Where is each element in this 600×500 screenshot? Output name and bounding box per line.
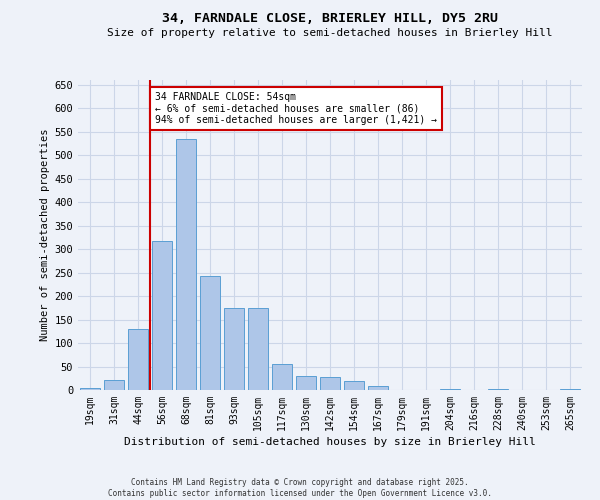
- Bar: [80, 388, 100, 390]
- Bar: [560, 388, 580, 390]
- Bar: [368, 386, 388, 390]
- Bar: [488, 389, 508, 390]
- Bar: [272, 364, 292, 390]
- Bar: [200, 276, 220, 390]
- Bar: [104, 380, 124, 390]
- Bar: [296, 376, 316, 390]
- Bar: [152, 240, 172, 390]
- Y-axis label: Number of semi-detached properties: Number of semi-detached properties: [40, 128, 50, 341]
- Bar: [224, 308, 244, 390]
- Text: 34, FARNDALE CLOSE, BRIERLEY HILL, DY5 2RU: 34, FARNDALE CLOSE, BRIERLEY HILL, DY5 2…: [162, 12, 498, 26]
- Text: 34 FARNDALE CLOSE: 54sqm
← 6% of semi-detached houses are smaller (86)
94% of se: 34 FARNDALE CLOSE: 54sqm ← 6% of semi-de…: [155, 92, 437, 125]
- X-axis label: Distribution of semi-detached houses by size in Brierley Hill: Distribution of semi-detached houses by …: [124, 437, 536, 447]
- Text: Contains HM Land Registry data © Crown copyright and database right 2025.
Contai: Contains HM Land Registry data © Crown c…: [108, 478, 492, 498]
- Bar: [440, 388, 460, 390]
- Bar: [344, 380, 364, 390]
- Bar: [176, 138, 196, 390]
- Text: Size of property relative to semi-detached houses in Brierley Hill: Size of property relative to semi-detach…: [107, 28, 553, 38]
- Bar: [320, 377, 340, 390]
- Bar: [248, 308, 268, 390]
- Bar: [128, 329, 148, 390]
